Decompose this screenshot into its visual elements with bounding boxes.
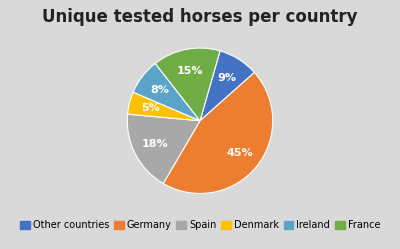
Wedge shape: [127, 114, 200, 184]
Wedge shape: [155, 48, 220, 121]
Legend: Other countries, Germany, Spain, Denmark, Ireland, France: Other countries, Germany, Spain, Denmark…: [18, 218, 382, 232]
Wedge shape: [200, 51, 254, 121]
Text: 8%: 8%: [150, 85, 169, 95]
Text: 15%: 15%: [177, 66, 204, 76]
Wedge shape: [133, 63, 200, 121]
Wedge shape: [163, 72, 273, 193]
Text: 18%: 18%: [142, 139, 168, 149]
Text: 5%: 5%: [141, 103, 160, 113]
Title: Unique tested horses per country: Unique tested horses per country: [42, 7, 358, 26]
Text: 9%: 9%: [218, 73, 237, 83]
Wedge shape: [128, 92, 200, 121]
Text: 45%: 45%: [226, 148, 253, 158]
